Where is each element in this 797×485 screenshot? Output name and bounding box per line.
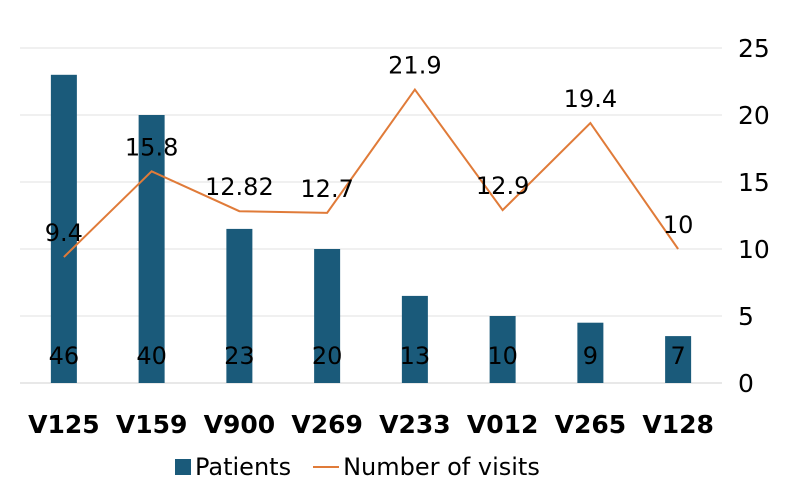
legend-item-number-of-visits: Number of visits <box>313 453 540 481</box>
line-label-V269: 12.7 <box>300 175 353 203</box>
bar-series-patients <box>50 74 692 384</box>
bar-V269 <box>314 249 341 383</box>
line-label-V125: 9.4 <box>45 219 83 247</box>
y-tick-20: 20 <box>738 101 770 130</box>
x-tick-V265: V265 <box>555 410 627 439</box>
x-tick-V233: V233 <box>379 410 451 439</box>
right-y-axis-tick-labels: 0 5 10 15 20 25 <box>738 34 770 398</box>
legend-label-patients: Patients <box>195 453 292 481</box>
bar-label-V128: 7 <box>670 342 685 370</box>
bar-V159 <box>138 115 165 383</box>
legend: Patients Number of visits <box>175 449 540 485</box>
line-series-number-of-visits <box>63 87 679 258</box>
x-tick-V012: V012 <box>467 410 539 439</box>
bar-V265 <box>577 322 604 383</box>
gridlines <box>20 47 722 384</box>
bar-label-V233: 13 <box>400 342 431 370</box>
x-tick-V159: V159 <box>116 410 188 439</box>
y-tick-15: 15 <box>738 168 770 197</box>
y-tick-10: 10 <box>738 235 770 264</box>
bar-label-V012: 10 <box>487 342 518 370</box>
legend-swatch-number-of-visits <box>313 466 340 468</box>
y-tick-5: 5 <box>738 302 754 331</box>
bar-label-V125: 46 <box>49 342 80 370</box>
x-axis-tick-labels: V125 V159 V900 V269 V233 V012 V265 V128 <box>28 410 714 439</box>
line-path <box>63 87 679 258</box>
line-label-V012: 12.9 <box>476 172 529 200</box>
bar-V128 <box>665 336 692 383</box>
bar-V125 <box>50 74 77 384</box>
line-label-V128: 10 <box>663 211 694 239</box>
bar-label-V159: 40 <box>136 342 167 370</box>
x-tick-V269: V269 <box>291 410 363 439</box>
x-tick-V128: V128 <box>642 410 714 439</box>
line-label-V159: 15.8 <box>125 133 178 161</box>
bar-V900 <box>226 228 253 383</box>
line-label-V265: 19.4 <box>564 85 617 113</box>
x-tick-V125: V125 <box>28 410 100 439</box>
line-data-labels: 9.4 15.8 12.82 12.7 21.9 12.9 19.4 10 <box>45 52 694 247</box>
line-label-V233: 21.9 <box>388 52 441 80</box>
bar-label-V265: 9 <box>583 342 598 370</box>
y-tick-25: 25 <box>738 34 770 63</box>
legend-swatch-patients <box>175 459 191 475</box>
bar-label-V900: 23 <box>224 342 255 370</box>
x-tick-V900: V900 <box>204 410 276 439</box>
line-label-V900: 12.82 <box>205 173 274 201</box>
legend-item-patients: Patients <box>175 453 291 481</box>
bar-data-labels: 46 40 23 20 13 10 9 7 <box>49 342 686 370</box>
y-tick-0: 0 <box>738 369 754 398</box>
legend-label-number-of-visits: Number of visits <box>343 453 540 481</box>
bar-V233 <box>401 295 428 383</box>
bar-label-V269: 20 <box>312 342 343 370</box>
bar-V012 <box>489 316 516 383</box>
